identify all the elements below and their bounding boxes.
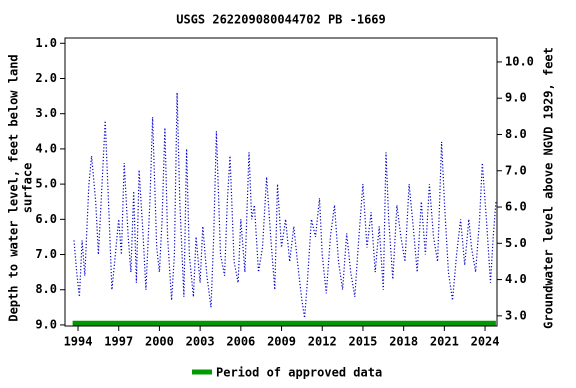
y2-axis-label: Groundwater level above NGVD 1929, feet xyxy=(542,47,556,329)
y-axis-label: Depth to water level, feet below land xyxy=(7,54,21,321)
x-tick-label: 2000 xyxy=(145,335,174,349)
y-tick-label: 1.0 xyxy=(35,36,57,50)
y-tick-label: 8.0 xyxy=(35,282,57,296)
x-tick-label: 2021 xyxy=(430,335,459,349)
legend-label: Period of approved data xyxy=(216,366,382,380)
y-tick-label: 4.0 xyxy=(35,141,57,155)
y-tick-label: 2.0 xyxy=(35,71,57,85)
x-tick-label: 2018 xyxy=(389,335,418,349)
y2-tick-label: 10.0 xyxy=(505,54,534,68)
y-tick-label: 5.0 xyxy=(35,177,57,191)
y-tick-label: 6.0 xyxy=(35,212,57,226)
y2-tick-label: 5.0 xyxy=(505,236,527,250)
y-axis-label: surface xyxy=(21,163,35,214)
x-tick-label: 2006 xyxy=(226,335,255,349)
y2-tick-label: 4.0 xyxy=(505,272,527,286)
plot-frame xyxy=(64,37,498,327)
x-tick-label: 2009 xyxy=(267,335,296,349)
x-tick-label: 2003 xyxy=(186,335,215,349)
y2-tick-label: 9.0 xyxy=(505,91,527,105)
y2-tick-label: 8.0 xyxy=(505,127,527,141)
y2-tick-label: 6.0 xyxy=(505,200,527,214)
x-tick-label: 2015 xyxy=(348,335,377,349)
x-tick-label: 2012 xyxy=(308,335,337,349)
x-tick-label: 2024 xyxy=(471,335,500,349)
x-tick-label: 1997 xyxy=(104,335,133,349)
y-tick-label: 7.0 xyxy=(35,247,57,261)
y2-tick-label: 7.0 xyxy=(505,163,527,177)
chart-title: USGS 262209080044702 PB -1669 xyxy=(176,13,386,27)
x-tick-label: 1994 xyxy=(64,335,93,349)
y-tick-label: 3.0 xyxy=(35,106,57,120)
y-tick-label: 9.0 xyxy=(35,317,57,331)
y2-tick-label: 3.0 xyxy=(505,308,527,322)
